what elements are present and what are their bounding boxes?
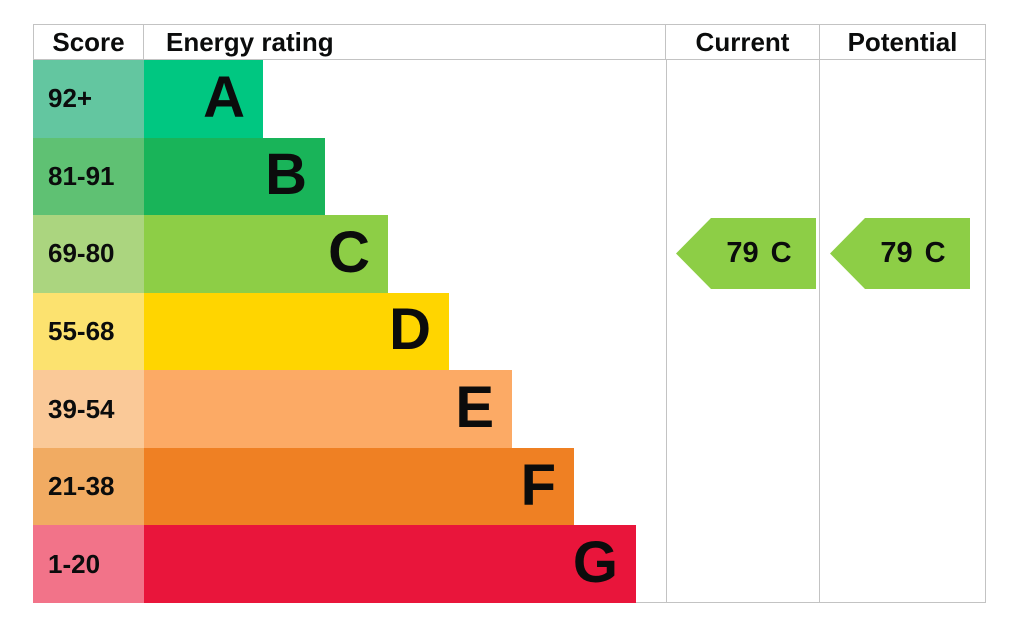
band-letter-b: B: [265, 142, 307, 208]
current-rating-band: C: [770, 237, 792, 269]
header-energy-rating: Energy rating: [144, 25, 666, 59]
band-letter-c: C: [328, 219, 370, 285]
band-bar-c: C: [144, 215, 388, 293]
band-row-e: 39-54 E: [33, 370, 986, 448]
band-score-d: 55-68: [33, 292, 144, 371]
rating-bands: 92+ A 81-91 B 69-80 C 55-68 D 39-54: [33, 60, 986, 603]
band-score-e: 39-54: [33, 370, 144, 448]
current-rating-value: 79: [726, 237, 759, 269]
header-current: Current: [666, 25, 820, 59]
band-row-a: 92+ A: [33, 60, 986, 138]
band-letter-d: D: [389, 297, 431, 363]
band-row-c: 69-80 C: [33, 215, 986, 293]
band-score-f: 21-38: [33, 447, 144, 526]
band-bar-d: D: [144, 292, 449, 371]
band-row-b: 81-91 B: [33, 137, 986, 216]
potential-rating-band: C: [924, 237, 946, 269]
band-row-g: 1-20 G: [33, 525, 986, 603]
header-score: Score: [33, 25, 144, 59]
band-bar-f: F: [144, 447, 574, 526]
band-score-b: 81-91: [33, 137, 144, 216]
band-letter-f: F: [520, 452, 556, 518]
band-bar-a: A: [144, 60, 263, 138]
band-row-f: 21-38 F: [33, 447, 986, 526]
header-potential: Potential: [820, 25, 986, 59]
band-bar-g: G: [144, 525, 636, 603]
band-score-a: 92+: [33, 60, 144, 138]
epc-rating-chart: Score Energy rating Current Potential 92…: [33, 24, 986, 603]
band-letter-a: A: [203, 64, 245, 130]
band-score-c: 69-80: [33, 215, 144, 293]
band-score-g: 1-20: [33, 525, 144, 603]
chart-header-row: Score Energy rating Current Potential: [33, 24, 986, 60]
band-letter-g: G: [572, 530, 618, 596]
band-bar-b: B: [144, 137, 325, 216]
band-letter-e: E: [455, 375, 494, 441]
potential-rating-value: 79: [880, 237, 913, 269]
band-row-d: 55-68 D: [33, 292, 986, 371]
band-bar-e: E: [144, 370, 512, 448]
